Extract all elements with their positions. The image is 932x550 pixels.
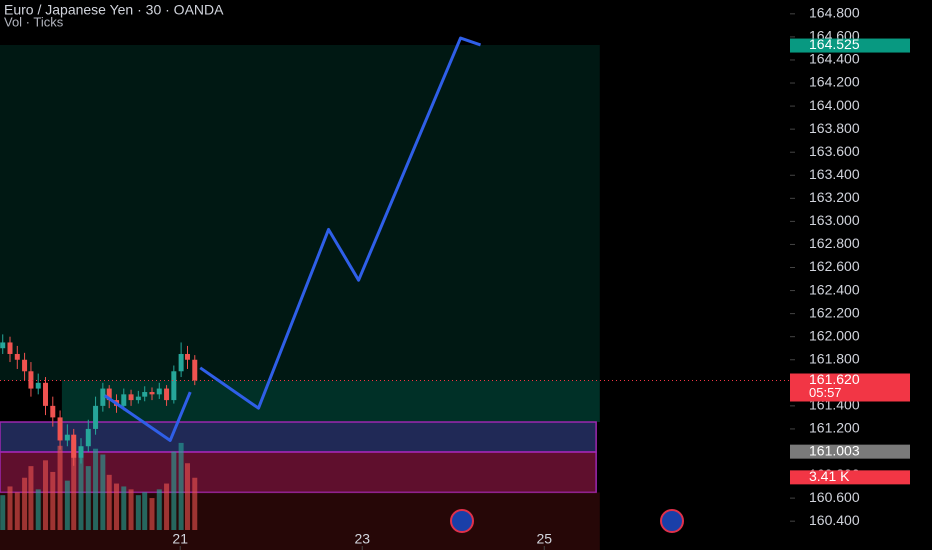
volume-bar (106, 474, 112, 530)
candle-body (156, 388, 162, 395)
candle-body (121, 394, 127, 406)
candle-body (14, 353, 20, 360)
candle-body (178, 353, 184, 372)
volume-bar (14, 492, 20, 530)
volume-bar (135, 495, 141, 530)
price-badge (790, 444, 910, 459)
x-tick-label: 21 (172, 531, 188, 547)
y-tick-label: 160.400 (809, 512, 860, 528)
y-tick-label: 162.000 (809, 327, 860, 343)
candle-body (149, 392, 155, 395)
candle-body (0, 342, 6, 349)
y-tick-label: 164.200 (809, 74, 860, 90)
candle-body (135, 396, 141, 401)
y-tick-label: 163.000 (809, 212, 860, 228)
y-tick-label: 164.800 (809, 5, 860, 21)
candle-body (50, 405, 56, 418)
plot-area: 21 23 25 (0, 36, 790, 550)
price-countdown: 05:57 (809, 385, 842, 400)
projection-line (103, 391, 192, 442)
candle-body (43, 382, 49, 406)
volume-bar (7, 486, 13, 530)
volume-bar (93, 448, 99, 530)
event-icon[interactable] (450, 509, 474, 533)
candle-body (106, 388, 112, 401)
zone (0, 44, 600, 381)
volume-bar (22, 477, 28, 530)
volume-bar (43, 460, 49, 530)
volume-bar (100, 454, 106, 530)
projection-line (199, 36, 482, 410)
volume-bar (85, 466, 91, 530)
candle-body (71, 434, 77, 458)
volume-bar (128, 489, 134, 530)
volume-bar (57, 445, 63, 530)
zone (61, 380, 600, 423)
y-tick-label: 161.800 (809, 350, 860, 366)
y-tick-label: 162.200 (809, 304, 860, 320)
chart-subtitle: Vol · Ticks (4, 14, 64, 29)
candle-body (142, 392, 148, 397)
y-tick-label: 163.600 (809, 143, 860, 159)
price-badge (790, 373, 910, 402)
y-tick-label: 163.200 (809, 189, 860, 205)
volume-bar (50, 471, 56, 530)
volume-bar (192, 477, 198, 530)
price-badge-label: 161.003 (809, 442, 860, 458)
price-badge-label: 3.41 K (809, 468, 850, 484)
chart-title: Euro / Japanese Yen · 30 · OANDA (4, 2, 224, 18)
y-tick-label: 162.600 (809, 258, 860, 274)
y-tick-label: 163.800 (809, 120, 860, 136)
event-icon[interactable] (660, 509, 684, 533)
x-tick-label: 23 (354, 531, 370, 547)
candle-body (128, 394, 134, 401)
y-tick-label: 164.000 (809, 97, 860, 113)
y-tick-label: 162.800 (809, 235, 860, 251)
volume-bar (156, 489, 162, 530)
volume-bar (78, 457, 84, 530)
volume-bar (164, 483, 170, 530)
candle-body (7, 342, 13, 354)
y-tick-label: 164.400 (809, 51, 860, 67)
volume-bar (171, 451, 177, 530)
volume-bar (71, 440, 77, 530)
volume-bar (0, 495, 6, 530)
price-badge-label: 161.620 (809, 371, 860, 387)
y-tick-label: 161.200 (809, 420, 860, 436)
volume-bar (178, 442, 184, 530)
volume-bar (121, 486, 127, 530)
volume-bar (64, 480, 70, 530)
volume-bar (113, 483, 119, 530)
candle-body (22, 359, 28, 372)
candle-body (164, 388, 170, 401)
price-badge (790, 38, 910, 53)
candle-body (85, 428, 91, 447)
volume-bar (142, 492, 148, 530)
price-badge-label: 164.525 (809, 36, 860, 52)
candle-body (78, 446, 84, 458)
volume-bar (184, 463, 190, 530)
x-tick-label: 25 (536, 531, 552, 547)
zone (0, 492, 600, 550)
candle-body (93, 405, 99, 429)
candle-body (28, 371, 34, 389)
axis-layer: 164.800164.600164.400164.200164.000163.8… (790, 5, 910, 528)
candle-body (64, 434, 70, 441)
price-badge (790, 470, 910, 485)
candle-body (192, 359, 198, 381)
zone (0, 451, 597, 494)
volume-bar (35, 489, 41, 530)
y-tick-label: 163.400 (809, 166, 860, 182)
candle-body (35, 382, 41, 389)
volume-bar (149, 498, 155, 530)
y-tick-label: 162.400 (809, 281, 860, 297)
candle-body (171, 371, 177, 401)
y-tick-label: 160.600 (809, 489, 860, 505)
volume-bar (28, 466, 34, 530)
candle-body (57, 417, 63, 441)
candle-body (184, 353, 190, 360)
candle-body (100, 388, 106, 406)
